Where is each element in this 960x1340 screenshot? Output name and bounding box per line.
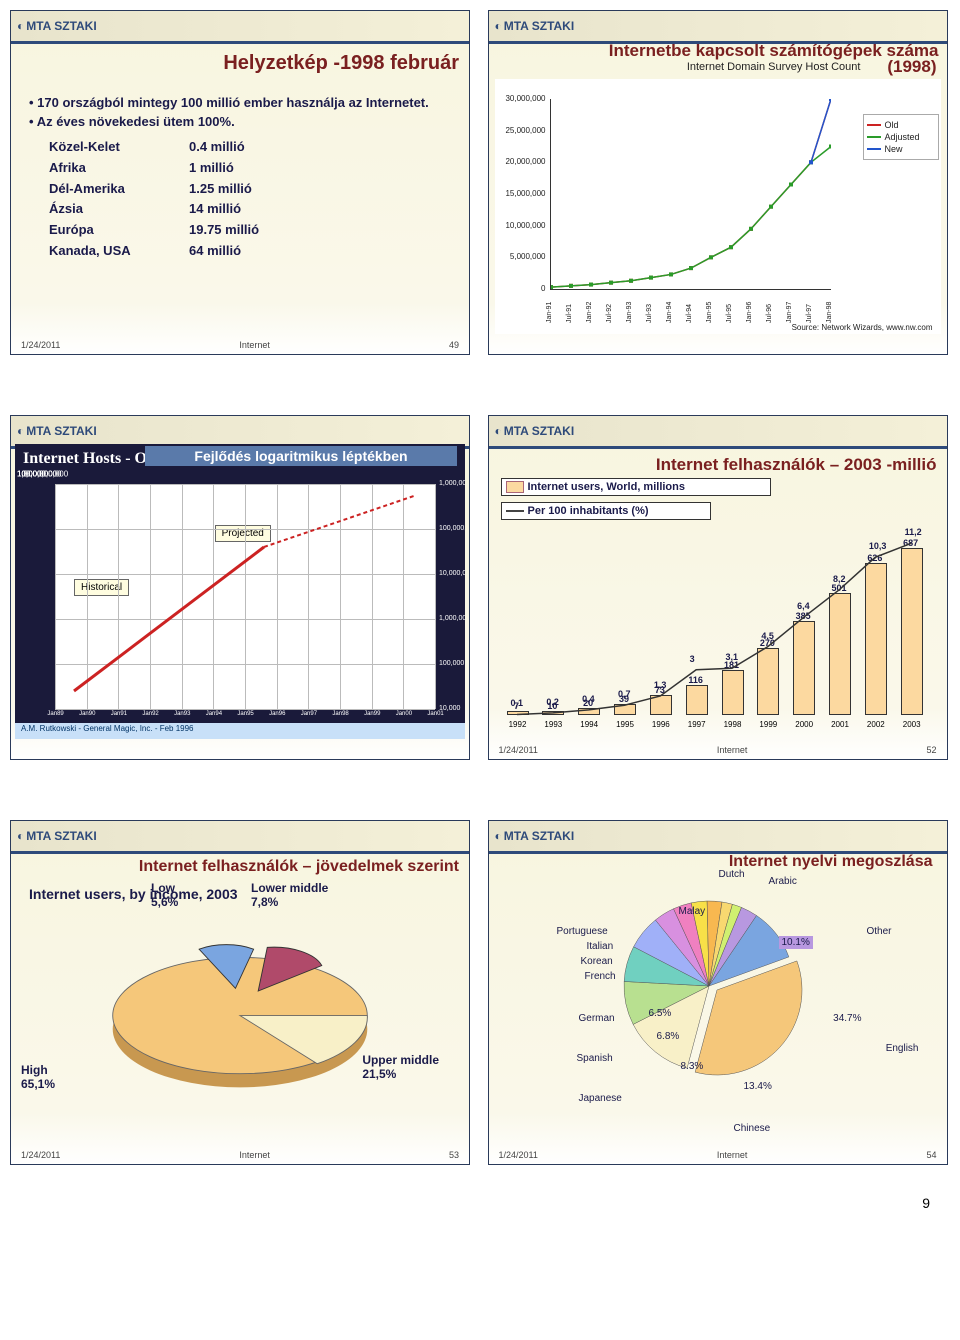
- legend-bar-label: Internet users, World, millions: [528, 481, 686, 493]
- lang-name: Korean: [581, 956, 613, 967]
- footer-mid: Internet: [717, 1150, 748, 1160]
- footer-num: 49: [449, 340, 459, 350]
- lang-name: Japanese: [579, 1093, 622, 1104]
- lang-pct: 34.7%: [833, 1013, 861, 1024]
- region-name: Afrika: [49, 158, 189, 179]
- chart-legend: Old Adjusted New: [863, 114, 939, 160]
- income-pie-chart: High65,1% Low5,6% Lower middle7,8% Upper…: [51, 911, 429, 1111]
- pie-pct: 5,6%: [151, 895, 178, 909]
- region-name: Európa: [49, 220, 189, 241]
- lang-pct: 10.1%: [782, 937, 810, 948]
- footer-num: 53: [449, 1150, 459, 1160]
- lang-name: Chinese: [734, 1123, 771, 1134]
- lang-name: English: [886, 1043, 919, 1054]
- slide-body: 170 országból mintegy 100 millió ember h…: [11, 85, 469, 268]
- logo: MTA SZTAKI: [495, 19, 575, 33]
- logo: MTA SZTAKI: [17, 829, 97, 843]
- lang-pct: 8.3%: [681, 1061, 704, 1072]
- footer-date: 1/24/2011: [21, 1150, 60, 1160]
- bullet: Az éves növekedesi ütem 100%.: [29, 114, 451, 129]
- footer-date: 1/24/2011: [499, 1150, 538, 1160]
- slide-5: MTA SZTAKI Internet felhasználók – jöved…: [10, 820, 470, 1165]
- bullet: 170 országból mintegy 100 millió ember h…: [29, 95, 451, 110]
- legend-label: New: [885, 144, 903, 154]
- lang-name: Arabic: [769, 876, 797, 887]
- lang-pct: 6.5%: [649, 1008, 672, 1019]
- region-value: 14 millió: [189, 199, 241, 220]
- chart-source: Source: Network Wizards, www.nw.com: [792, 323, 933, 332]
- slide-title: Internet felhasználók – jövedelmek szeri…: [21, 858, 459, 876]
- language-pie-chart: [609, 886, 859, 1136]
- slide-header: MTA SZTAKI: [11, 11, 469, 44]
- region-value: 64 millió: [189, 241, 241, 262]
- internet-users-chart: Internet users, World, millions Per 100 …: [501, 476, 935, 739]
- region-name: Dél-Amerika: [49, 179, 189, 200]
- legend-label: Adjusted: [885, 132, 920, 142]
- chart-subtitle: Internet users, by income, 2003: [29, 886, 451, 902]
- logo: MTA SZTAKI: [17, 424, 97, 438]
- lang-name: Portuguese: [557, 926, 608, 937]
- footer-date: 1/24/2011: [499, 745, 538, 755]
- region-value: 1.25 millió: [189, 179, 252, 200]
- pie-pct: 65,1%: [21, 1077, 55, 1091]
- slide-title: Helyzetkép -1998 február: [21, 52, 459, 75]
- region-value: 1 millió: [189, 158, 234, 179]
- lang-pct: 6.8%: [657, 1031, 680, 1042]
- pie-label: Lower middle: [251, 881, 328, 895]
- page-number: 9: [10, 1195, 950, 1211]
- pie-label: Upper middle: [362, 1053, 439, 1067]
- chart-attribution: A.M. Rutkowski - General Magic, Inc. - F…: [15, 723, 465, 739]
- region-name: Közel-Kelet: [49, 137, 189, 158]
- slide-3: MTA SZTAKI Fejlődés logaritmikus léptékb…: [10, 415, 470, 760]
- region-value: 0.4 millió: [189, 137, 245, 158]
- slide-2: MTA SZTAKI Internetbe kapcsolt számítógé…: [488, 10, 948, 355]
- slide-title: Internet nyelvi megoszlása: [729, 853, 933, 871]
- slide-4: MTA SZTAKI Internet felhasználók – 2003 …: [488, 415, 948, 760]
- footer-mid: Internet: [239, 1150, 270, 1160]
- overlay-title: Fejlődés logaritmikus léptékben: [145, 446, 457, 466]
- region-value: 19.75 millió: [189, 220, 259, 241]
- legend-line-label: Per 100 inhabitants (%): [528, 505, 649, 517]
- slide-1: MTA SZTAKI Helyzetkép -1998 február 170 …: [10, 10, 470, 355]
- pie-label: Low: [151, 881, 175, 895]
- lang-name: Malay: [679, 906, 706, 917]
- lang-name: German: [579, 1013, 615, 1024]
- log-chart-image: Fejlődés logaritmikus léptékben Internet…: [15, 444, 465, 739]
- lang-pct: 13.4%: [744, 1081, 772, 1092]
- legend-label: Old: [885, 120, 899, 130]
- lang-name: Other: [866, 926, 891, 937]
- footer-mid: Internet: [717, 745, 748, 755]
- slide-title: Internet felhasználók – 2003 -millió: [499, 455, 937, 475]
- region-name: Kanada, USA: [49, 241, 189, 262]
- pie-pct: 7,8%: [251, 895, 278, 909]
- slide-6: MTA SZTAKI Internet nyelvi megoszlása En…: [488, 820, 948, 1165]
- slide-footer: 1/24/2011 Internet 49: [11, 338, 469, 352]
- lang-name: Dutch: [719, 869, 745, 880]
- logo: MTA SZTAKI: [495, 829, 575, 843]
- lang-name: Spanish: [577, 1053, 613, 1064]
- footer-mid: Internet: [239, 340, 270, 350]
- lang-name: French: [585, 971, 616, 982]
- lang-name: Italian: [587, 941, 614, 952]
- footer-num: 52: [926, 745, 936, 755]
- host-count-chart: 05,000,00010,000,00015,000,00020,000,000…: [495, 79, 941, 334]
- footer-num: 54: [926, 1150, 936, 1160]
- logo: MTA SZTAKI: [495, 424, 575, 438]
- footer-date: 1/24/2011: [21, 340, 60, 350]
- region-table: Közel-Kelet0.4 millió Afrika1 millió Dél…: [49, 137, 451, 262]
- pie-label: High: [21, 1063, 48, 1077]
- pie-pct: 21,5%: [362, 1067, 396, 1081]
- overlay-year: (1998): [887, 57, 936, 77]
- region-name: Ázsia: [49, 199, 189, 220]
- logo: MTA SZTAKI: [17, 19, 97, 33]
